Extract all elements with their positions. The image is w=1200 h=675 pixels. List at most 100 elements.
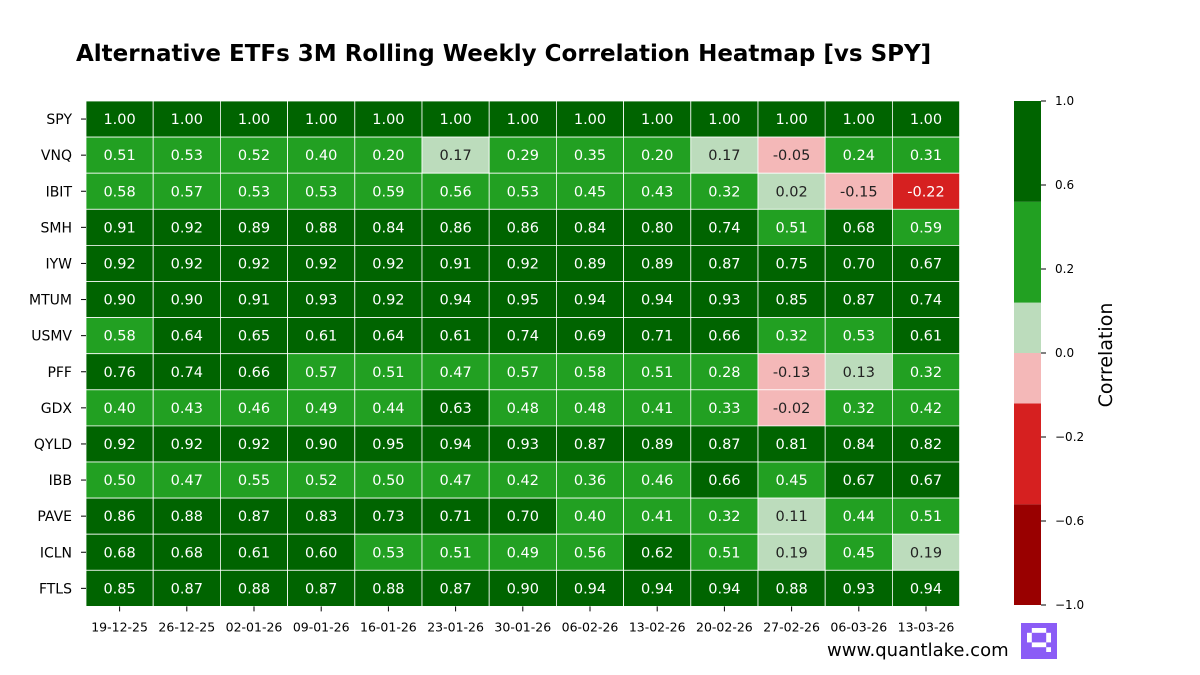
heatmap-cell [421, 533, 490, 571]
heatmap-cell [287, 281, 356, 318]
cell-value-label: 1.00 [103, 112, 135, 128]
cell-value-label: 0.58 [103, 329, 135, 345]
cell-value-label: 0.19 [910, 545, 942, 561]
heatmap-cell [287, 208, 356, 246]
heatmap-cell [219, 172, 288, 210]
heatmap-cell [824, 425, 893, 463]
cell-value-label: 0.86 [507, 220, 539, 236]
heatmap-cell [556, 461, 625, 499]
row-label: GDX [41, 401, 73, 417]
heatmap-cell [757, 497, 826, 535]
cell-value-label: 0.90 [103, 293, 135, 309]
heatmap-cell [556, 497, 625, 535]
cell-value-label: 0.55 [238, 473, 270, 489]
cell-value-label: 0.64 [171, 329, 203, 345]
column-label: 06-02-26 [562, 619, 619, 634]
heatmap-cell [556, 533, 625, 571]
cell-value-label: -0.13 [773, 365, 811, 381]
cell-value-label: 0.49 [305, 401, 337, 417]
cell-value-label: 0.47 [171, 473, 203, 489]
cell-value-label: 0.02 [775, 184, 807, 200]
cell-value-label: 0.48 [574, 401, 606, 417]
heatmap-cell [757, 533, 826, 571]
heatmap-cell [85, 100, 154, 138]
cell-value-label: 0.57 [171, 184, 203, 200]
heatmap-cell [354, 497, 423, 535]
heatmap-cell [623, 244, 692, 282]
heatmap-cell [488, 353, 557, 391]
heatmap-cell [690, 533, 759, 571]
heatmap-cell [488, 569, 557, 607]
heatmap-cell [892, 136, 961, 174]
colorbar-segment [1014, 302, 1041, 353]
cell-value-label: 0.32 [708, 184, 740, 200]
cell-value-label: 0.31 [910, 148, 942, 164]
cell-value-label: 0.24 [843, 148, 875, 164]
row-label: QYLD [34, 437, 72, 453]
cell-value-label: 0.29 [507, 148, 539, 164]
cell-value-label: 0.42 [507, 473, 539, 489]
heatmap-cell [219, 100, 288, 138]
cell-value-label: 0.92 [103, 256, 135, 272]
quantlake-logo [1021, 623, 1057, 659]
cell-value-label: 0.66 [708, 329, 740, 345]
colorbar-label: Correlation [1095, 303, 1117, 408]
heatmap-cell [824, 281, 893, 318]
heatmap-cell [421, 497, 490, 535]
colorbar-tick-label: 1.0 [1055, 94, 1074, 108]
cell-value-label: 0.66 [238, 365, 270, 381]
heatmap-cell [219, 353, 288, 391]
cell-value-label: 0.63 [439, 401, 471, 417]
heatmap-cell [354, 281, 423, 318]
cell-value-label: 0.51 [103, 148, 135, 164]
cell-value-label: 0.94 [641, 581, 673, 597]
cell-value-label: 0.92 [238, 256, 270, 272]
cell-value-label: 0.40 [103, 401, 135, 417]
colorbar-segment [1014, 101, 1041, 202]
heatmap-cell [421, 100, 490, 138]
cell-value-label: 0.73 [372, 509, 404, 525]
cell-value-label: 0.20 [372, 148, 404, 164]
heatmap-cell [152, 281, 221, 318]
cell-value-label: 0.56 [574, 545, 606, 561]
cell-value-label: 0.68 [171, 545, 203, 561]
cell-value-label: 0.82 [910, 437, 942, 453]
cell-value-label: 0.94 [574, 581, 606, 597]
heatmap-cell [354, 461, 423, 499]
colorbar: 1.0 0.6 0.2 0.0 −0.2 −0.6 −1.0 [1014, 94, 1084, 612]
cell-value-label: 0.87 [708, 437, 740, 453]
cell-value-label: 0.74 [910, 293, 942, 309]
colorbar-segment [1014, 353, 1041, 404]
heatmap-cell [556, 100, 625, 138]
column-label: 23-01-26 [427, 619, 484, 634]
colorbar-tick-label: 0.0 [1055, 346, 1074, 360]
cell-value-label: 0.71 [641, 329, 673, 345]
row-label: IBB [49, 473, 72, 489]
cell-value-label: 0.40 [305, 148, 337, 164]
heatmap-cell [556, 136, 625, 174]
heatmap-cell [892, 461, 961, 499]
cell-value-label: 0.70 [843, 256, 875, 272]
heatmap-cell [556, 353, 625, 391]
cell-value-label: 0.41 [641, 509, 673, 525]
cell-value-label: 0.53 [305, 184, 337, 200]
cell-value-label: 0.44 [843, 509, 875, 525]
cell-value-label: 0.57 [305, 365, 337, 381]
cell-value-label: 0.86 [439, 220, 471, 236]
cell-value-label: 0.68 [843, 220, 875, 236]
cell-value-label: 0.89 [238, 220, 270, 236]
cell-value-label: 0.67 [910, 256, 942, 272]
cell-value-label: 0.66 [708, 473, 740, 489]
cell-value-label: 0.51 [641, 365, 673, 381]
cell-value-label: 0.59 [372, 184, 404, 200]
heatmap-cell [287, 497, 356, 535]
heatmap-cell [287, 389, 356, 427]
cell-value-label: 0.80 [641, 220, 673, 236]
heatmap-cell [623, 461, 692, 499]
heatmap-cell [488, 244, 557, 282]
heatmap-cell [556, 281, 625, 318]
cell-value-label: 0.43 [641, 184, 673, 200]
heatmap-cell [892, 208, 961, 246]
cell-value-label: 0.88 [171, 509, 203, 525]
colorbar-segment [1014, 504, 1041, 605]
